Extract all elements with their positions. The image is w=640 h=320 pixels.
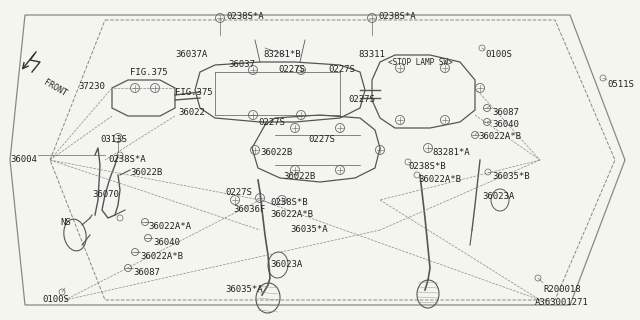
Text: 36022: 36022 xyxy=(178,108,205,117)
Text: 36036F: 36036F xyxy=(233,205,265,214)
Text: 36022A*A: 36022A*A xyxy=(148,222,191,231)
Text: A363001271: A363001271 xyxy=(535,298,589,307)
Text: 0238S*B: 0238S*B xyxy=(408,162,445,171)
Text: 0238S*A: 0238S*A xyxy=(378,12,415,21)
Text: 36070: 36070 xyxy=(92,190,119,199)
Text: 36035*B: 36035*B xyxy=(492,172,530,181)
Text: 36037A: 36037A xyxy=(175,50,207,59)
Text: 0227S: 0227S xyxy=(225,188,252,197)
Text: 83311: 83311 xyxy=(358,50,385,59)
Text: 0100S: 0100S xyxy=(485,50,512,59)
Text: 37230: 37230 xyxy=(78,82,105,91)
Text: FIG.375: FIG.375 xyxy=(175,88,212,97)
Text: 0227S: 0227S xyxy=(328,65,355,74)
Text: 0238S*B: 0238S*B xyxy=(270,198,308,207)
Text: 36022B: 36022B xyxy=(283,172,316,181)
Text: 0511S: 0511S xyxy=(607,80,634,89)
Text: 0238S*A: 0238S*A xyxy=(108,155,146,164)
Text: 36040: 36040 xyxy=(153,238,180,247)
Text: 36035*A: 36035*A xyxy=(225,285,262,294)
Text: 36022A*B: 36022A*B xyxy=(418,175,461,184)
Text: 36022B: 36022B xyxy=(130,168,163,177)
Text: <STOP LAMP SW>: <STOP LAMP SW> xyxy=(388,58,452,67)
Text: 36022A*B: 36022A*B xyxy=(478,132,521,141)
Text: 36004: 36004 xyxy=(10,155,37,164)
Text: 36022B: 36022B xyxy=(260,148,292,157)
Text: 36023A: 36023A xyxy=(482,192,515,201)
Text: 36023A: 36023A xyxy=(270,260,302,269)
Text: 0227S: 0227S xyxy=(278,65,305,74)
Text: 0238S*A: 0238S*A xyxy=(226,12,264,21)
Text: 83281*B: 83281*B xyxy=(263,50,301,59)
Text: NS: NS xyxy=(60,218,71,227)
Text: FIG.375: FIG.375 xyxy=(130,68,168,77)
Text: 0313S: 0313S xyxy=(100,135,127,144)
Text: 36022A*B: 36022A*B xyxy=(140,252,183,261)
Text: FRONT: FRONT xyxy=(42,78,68,98)
Text: 36037: 36037 xyxy=(228,60,255,69)
Text: 36035*A: 36035*A xyxy=(290,225,328,234)
Text: 36040: 36040 xyxy=(492,120,519,129)
Text: 0227S: 0227S xyxy=(348,95,375,104)
Text: R200018: R200018 xyxy=(543,285,580,294)
Text: 83281*A: 83281*A xyxy=(432,148,470,157)
Text: 36022A*B: 36022A*B xyxy=(270,210,313,219)
Text: 0100S: 0100S xyxy=(42,295,69,304)
Text: 36087: 36087 xyxy=(492,108,519,117)
Text: 36087: 36087 xyxy=(133,268,160,277)
Text: 0227S: 0227S xyxy=(308,135,335,144)
Text: 0227S: 0227S xyxy=(258,118,285,127)
